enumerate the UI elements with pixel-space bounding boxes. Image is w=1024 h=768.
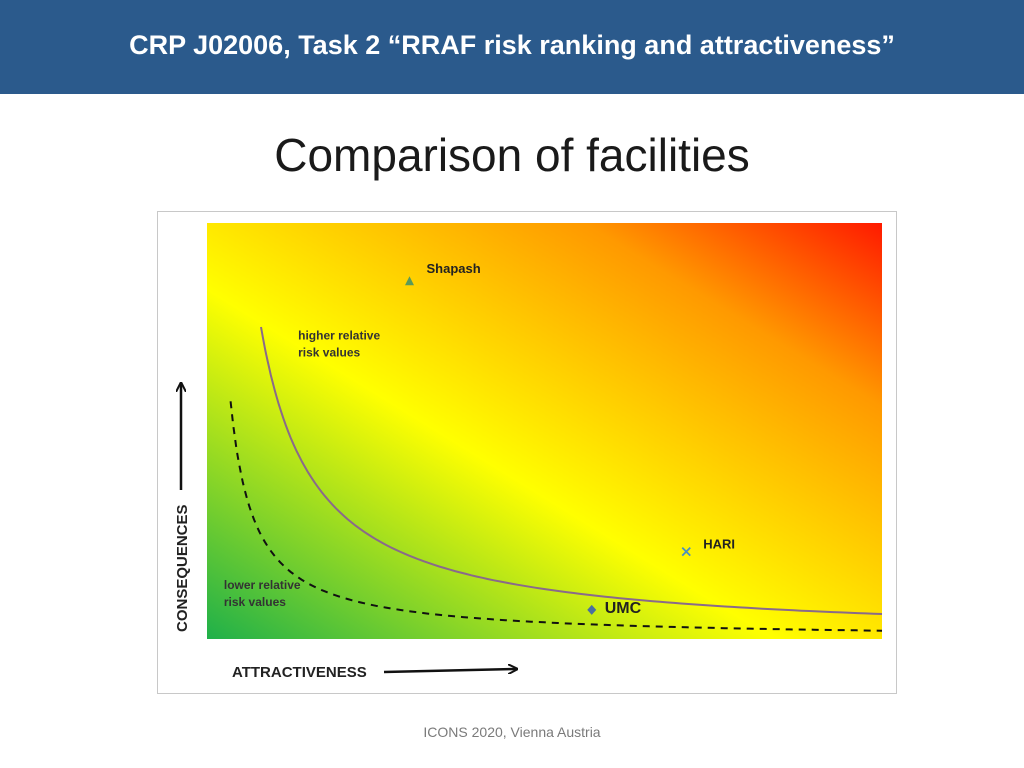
y-axis-label: CONSEQUENCES (174, 504, 191, 632)
data-point-umc (587, 604, 597, 615)
slide-title: Comparison of facilities (274, 129, 750, 181)
data-label-umc: UMC (605, 600, 642, 617)
header-title: CRP J02006, Task 2 “RRAF risk ranking an… (129, 29, 895, 60)
risk-chart: Shapash HARI UMC higher relative risk value… (174, 223, 883, 681)
chart-frame: Shapash HARI UMC higher relative risk value… (157, 211, 897, 694)
solid-risk-curve (260, 326, 883, 615)
header-bar: CRP J02006, Task 2 “RRAF risk ranking an… (0, 0, 1024, 94)
footer: ICONS 2020, Vienna Austria (423, 724, 601, 740)
annotation-higher-risk: higher relative risk values (298, 328, 380, 359)
data-point-hari (681, 547, 691, 557)
x-axis-label: ATTRACTIVENESS (232, 664, 367, 681)
data-label-shapash: Shapash (427, 261, 481, 276)
plot-background (207, 223, 882, 639)
x-axis-arrow (383, 669, 516, 672)
data-label-hari: HARI (703, 537, 735, 552)
data-point-shapash (405, 276, 414, 286)
annotation-lower-risk: lower relative risk values (224, 578, 301, 609)
